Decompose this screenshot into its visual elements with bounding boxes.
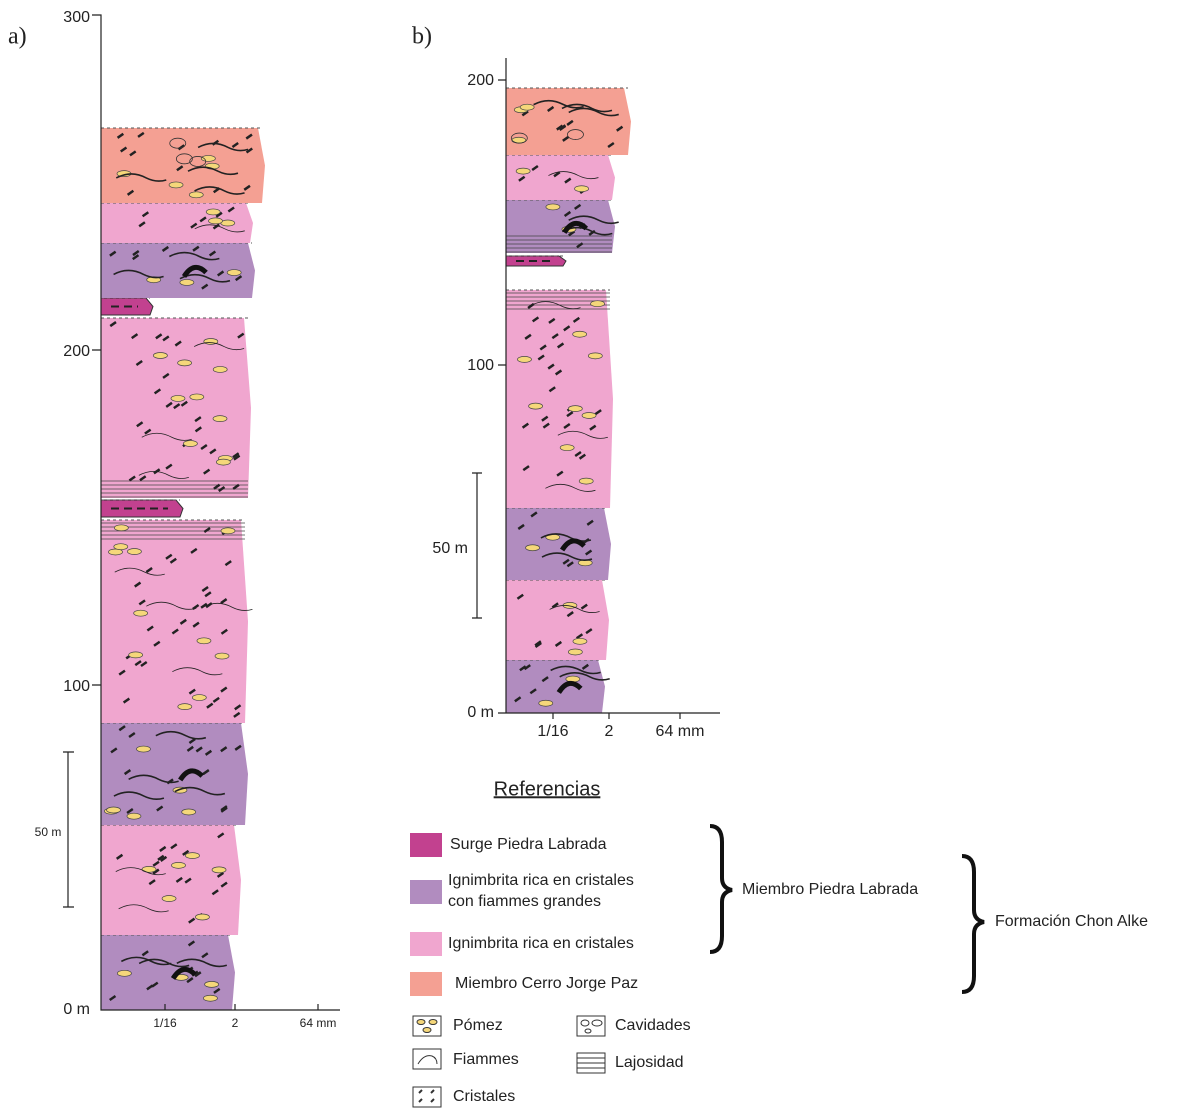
legend-title: Referencias: [494, 778, 601, 800]
pumice: [209, 218, 223, 224]
pumice: [517, 356, 531, 362]
symbol-label: Pómez: [453, 1017, 503, 1034]
panel-label: a): [8, 24, 27, 50]
pumice: [127, 813, 141, 819]
pumice: [213, 416, 227, 422]
pumice: [195, 914, 209, 920]
pumice: [213, 366, 227, 372]
layer: [101, 825, 241, 935]
pumice: [169, 182, 183, 188]
pumice: [221, 528, 235, 534]
pumice: [201, 155, 215, 161]
pumice: [215, 653, 229, 659]
symbol-label: Fiammes: [453, 1051, 519, 1068]
pumice: [546, 204, 560, 210]
brace: [710, 826, 732, 952]
legend-label: Ignimbrita rica en cristales: [448, 935, 634, 952]
pumice: [180, 279, 194, 285]
depth-tick: 0 m: [63, 1001, 90, 1018]
pumice: [568, 649, 582, 655]
pumice: [114, 525, 128, 531]
layer: [506, 508, 611, 580]
legend-label: Surge Piedra Labrada: [450, 836, 607, 853]
pumice: [205, 981, 219, 987]
depth-tick: 200: [467, 72, 494, 89]
scale-bar: [63, 752, 74, 907]
brace: [962, 856, 984, 992]
scale-bar: [472, 473, 482, 618]
pumice: [190, 394, 204, 400]
pumice: [526, 545, 540, 551]
depth-tick: 300: [63, 9, 90, 26]
group-label: Formación Chon Alke: [995, 913, 1148, 930]
pumice: [516, 168, 530, 174]
pumice: [197, 638, 211, 644]
pumice: [573, 638, 587, 644]
group-label: Miembro Piedra Labrada: [742, 881, 918, 898]
swatch: [410, 833, 442, 857]
pumice: [183, 441, 197, 447]
pumice: [142, 866, 156, 872]
layer: [506, 580, 609, 660]
depth-tick: 100: [63, 678, 90, 695]
symbol-label: Cristales: [453, 1088, 515, 1105]
pumice: [539, 700, 553, 706]
pumice: [129, 652, 143, 658]
scale-label: 50 m: [35, 825, 62, 839]
pumice: [127, 549, 141, 555]
grain-tick: 1/16: [153, 1016, 177, 1030]
pumice: [178, 704, 192, 710]
pumice: [529, 403, 543, 409]
pumice: [560, 445, 574, 451]
swatch: [410, 880, 442, 904]
pumice: [178, 360, 192, 366]
panel-label: b): [412, 24, 432, 50]
pumice: [185, 853, 199, 859]
pumice: [153, 353, 167, 359]
pumice: [216, 459, 230, 465]
grain-tick: 1/16: [537, 723, 568, 740]
pumice: [136, 746, 150, 752]
depth-tick: 100: [467, 357, 494, 374]
figure: a) 300 200 100 0 m 1/16 2 64 mm 50 m b) …: [0, 0, 1197, 1109]
layer: [506, 200, 615, 253]
swatch: [410, 932, 442, 956]
legend-label: Miembro Cerro Jorge Paz: [455, 975, 638, 992]
pumice: [182, 809, 196, 815]
pumice: [203, 995, 217, 1001]
pumice: [162, 896, 176, 902]
layer: [101, 520, 248, 723]
pumice: [575, 186, 589, 192]
pumice: [114, 544, 128, 550]
scale-label: 50 m: [432, 540, 468, 557]
pumice: [579, 478, 593, 484]
pumice: [189, 192, 203, 198]
pumice: [568, 406, 582, 412]
swatch: [410, 972, 442, 996]
pumice: [134, 610, 148, 616]
pumice: [117, 970, 131, 976]
pumice: [221, 220, 235, 226]
pumice: [588, 353, 602, 359]
pumice: [206, 209, 220, 215]
pumice: [171, 862, 185, 868]
pumice: [520, 104, 534, 110]
grain-tick: 2: [605, 723, 614, 740]
symbol-label: Lajosidad: [615, 1054, 684, 1071]
symbol-label: Cavidades: [615, 1017, 691, 1034]
depth-tick: 0 m: [467, 704, 494, 721]
depth-tick: 200: [63, 343, 90, 360]
pumice: [591, 301, 605, 307]
pumice: [582, 412, 596, 418]
pumice: [171, 395, 185, 401]
legend-label: Ignimbrita rica en cristalescon fiammes …: [448, 872, 634, 910]
pumice: [227, 270, 241, 276]
pumice: [107, 807, 121, 813]
pumice: [573, 331, 587, 337]
pumice: [212, 867, 226, 873]
grain-tick: 64 mm: [300, 1016, 337, 1030]
grain-tick: 2: [232, 1016, 239, 1030]
grain-tick: 64 mm: [656, 723, 705, 740]
pumice: [192, 695, 206, 701]
